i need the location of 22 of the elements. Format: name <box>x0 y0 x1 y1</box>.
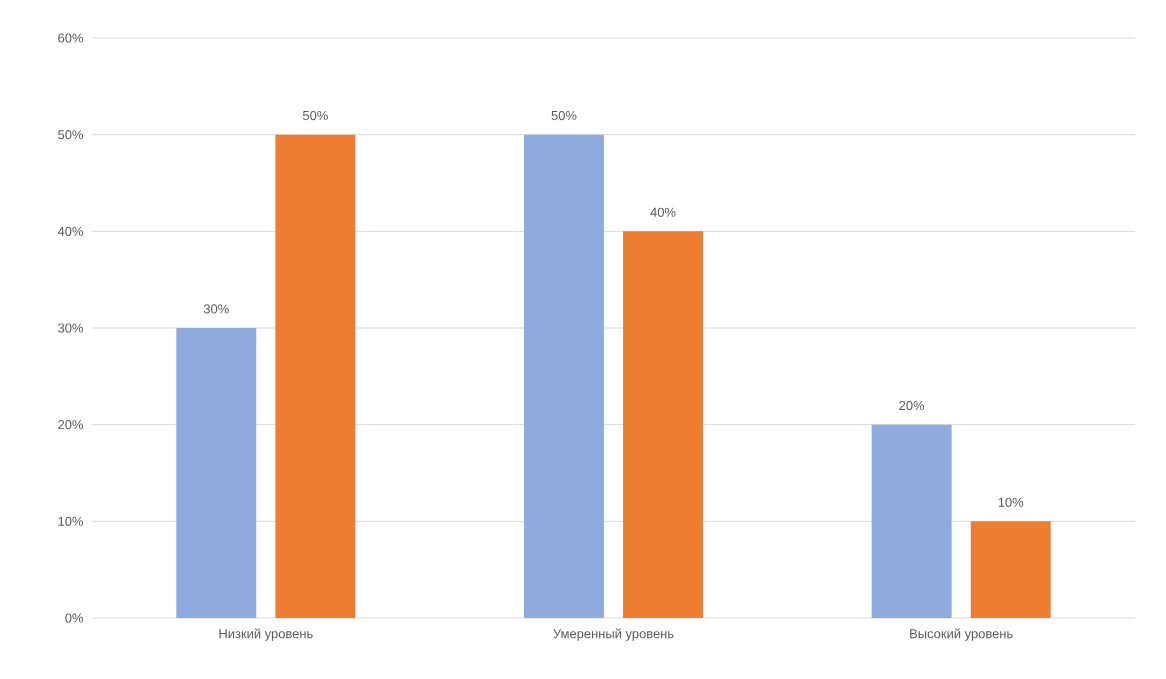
y-tick-label: 0% <box>65 613 84 623</box>
data-label: 20% <box>899 400 925 411</box>
bar <box>970 521 1051 618</box>
data-label: 30% <box>203 304 229 314</box>
bar <box>275 134 356 618</box>
data-label: 50% <box>551 110 577 121</box>
data-label: 50% <box>302 110 328 121</box>
y-tick-label: 40% <box>57 226 84 236</box>
y-tick-label: 10% <box>58 516 84 526</box>
bar <box>871 424 952 618</box>
data-label: 10% <box>998 497 1024 507</box>
y-tick-label: 50% <box>58 130 84 140</box>
bar <box>176 328 257 618</box>
bar <box>523 134 604 618</box>
data-label: 40% <box>650 207 676 217</box>
x-tick-label: Высокий уровень <box>910 628 1013 641</box>
x-tick-label: Умеренный уровень <box>553 628 674 641</box>
y-tick-label: 60% <box>58 33 84 43</box>
y-tick-label: 30% <box>58 323 84 333</box>
bar <box>623 231 704 618</box>
x-tick-label: Низкий уровень <box>219 628 313 641</box>
y-tick-label: 20% <box>58 420 84 430</box>
